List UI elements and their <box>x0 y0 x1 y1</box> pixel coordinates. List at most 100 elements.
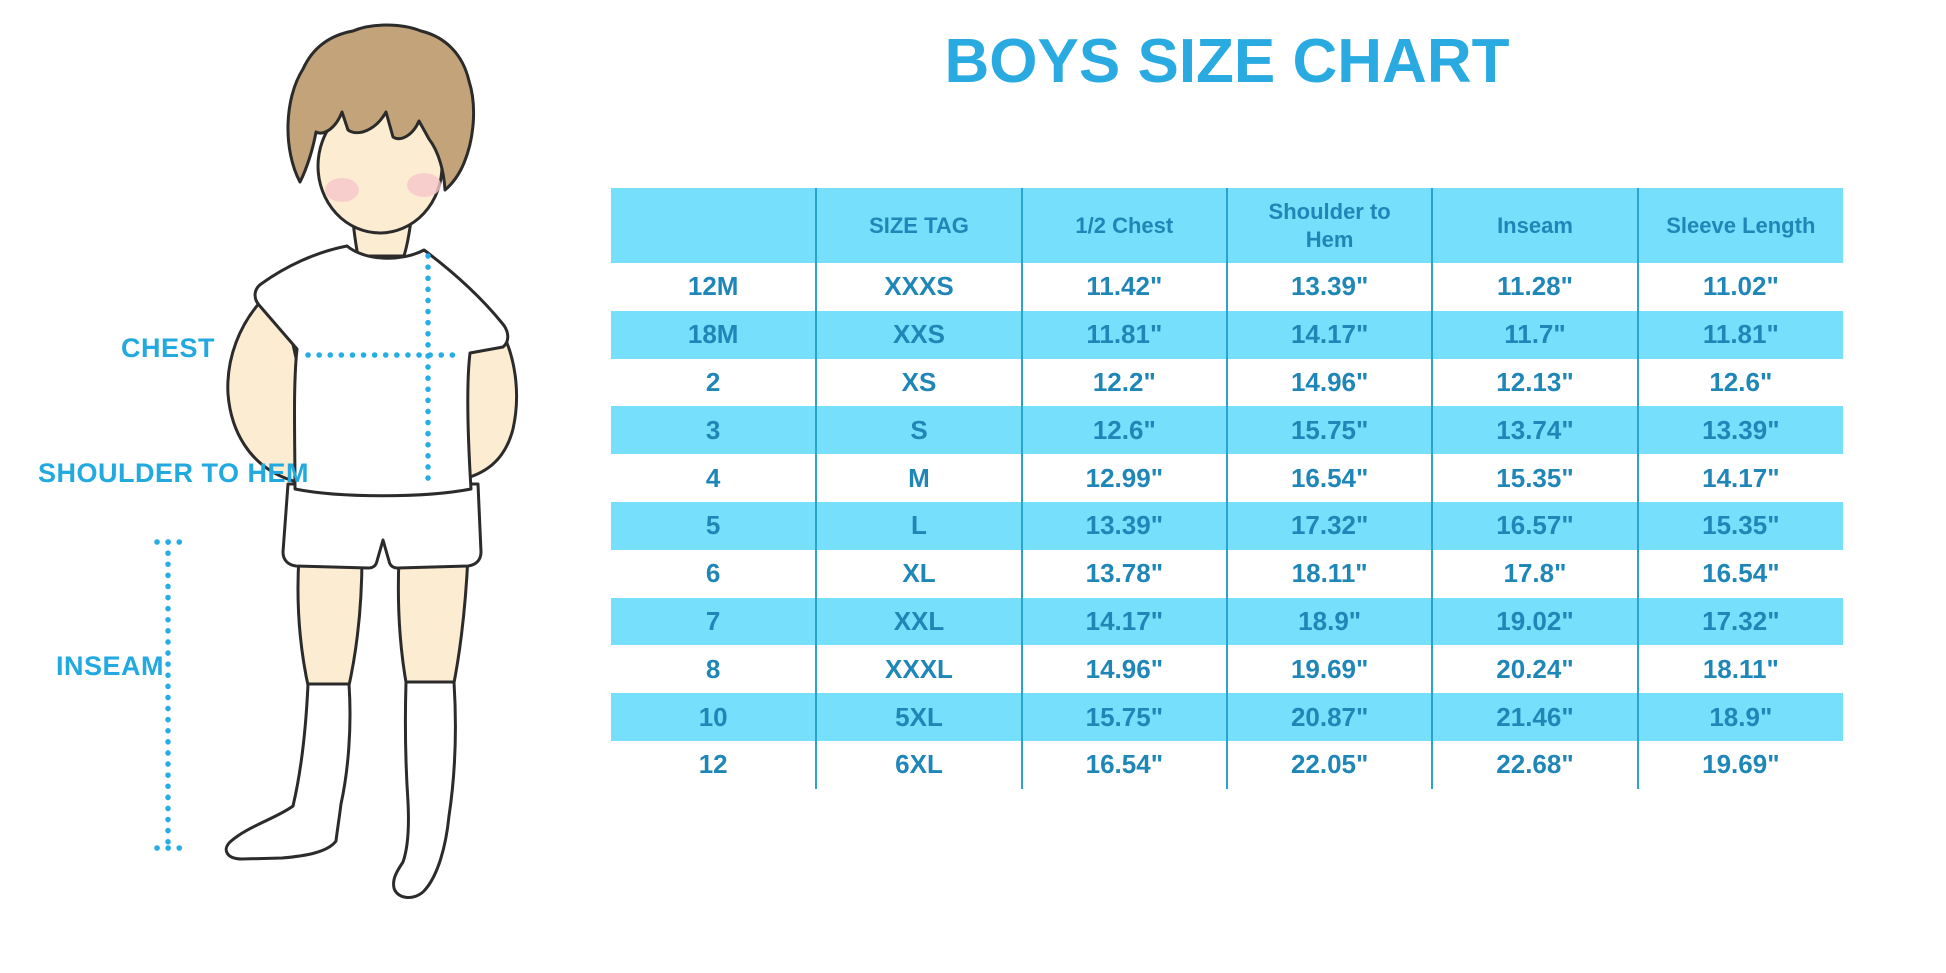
boy-illustration <box>224 23 519 899</box>
col-header-shoulder-to-hem: Shoulder to Hem <box>1225 188 1433 263</box>
size-table-body: 12M XXXS 11.42" 13.39" 11.28" 11.02" 18M XXS 11.… <box>611 263 1843 789</box>
measurement-cell: 17.8" <box>1431 549 1638 598</box>
size-row-12m: 12M XXXS 11.42" 13.39" 11.28" 11.02" <box>611 263 1843 311</box>
measurement-cell: 14.17" <box>1225 310 1433 359</box>
col-header-1-2-chest: 1/2 Chest <box>1020 188 1227 263</box>
measurement-cell: 12.6" <box>1020 406 1227 455</box>
measurement-cell: 20.87" <box>1225 693 1433 741</box>
boy-left-sock <box>224 682 352 861</box>
size-row-7: 7 XXL 14.17" 18.9" 19.02" 17.32" <box>611 597 1843 646</box>
size-row-8: 8 XXXL 14.96" 19.69" 20.24" 18.11" <box>611 645 1843 694</box>
size-label-cell: 6 <box>611 549 817 598</box>
measurement-cell: 15.75" <box>1225 406 1433 455</box>
measurement-cell: XL <box>815 549 1022 598</box>
size-label-cell: 12 <box>611 740 817 789</box>
measurement-cell: 12.6" <box>1636 358 1843 407</box>
measurement-cell: L <box>815 501 1022 550</box>
inseam-label: INSEAM <box>56 651 164 681</box>
size-label-cell: 12M <box>611 263 817 311</box>
boy-tshirt <box>253 244 510 498</box>
size-table-header-row: SIZE TAG 1/2 Chest Shoulder to Hem Inseam Sl… <box>611 188 1843 263</box>
boy-measurement-figure: CHEST SHOULDER TO HEM INSEAM <box>38 23 519 899</box>
size-label-cell: 7 <box>611 597 817 646</box>
size-row-5: 5 L 13.39" 17.32" 16.57" 15.35" <box>611 501 1843 550</box>
size-label-cell: 10 <box>611 693 817 741</box>
measurement-cell: 18.9" <box>1636 693 1843 741</box>
size-table-head: SIZE TAG 1/2 Chest Shoulder to Hem Inseam Sl… <box>611 188 1843 263</box>
measurement-cell: 15.75" <box>1020 693 1227 741</box>
size-row-10: 10 5XL 15.75" 20.87" 21.46" 18.9" <box>611 693 1843 741</box>
measurement-cell: 18.9" <box>1225 597 1433 646</box>
measurement-cell: 19.02" <box>1431 597 1638 646</box>
measurement-cell: XXS <box>815 310 1022 359</box>
chest-label: CHEST <box>121 333 215 363</box>
measurement-cell: 22.05" <box>1225 740 1433 789</box>
size-label-cell: 4 <box>611 454 817 502</box>
measurement-cell: 12.13" <box>1431 358 1638 407</box>
measurement-cell: 13.39" <box>1020 501 1227 550</box>
measurement-cell: 13.39" <box>1225 263 1433 311</box>
size-row-18m: 18M XXS 11.81" 14.17" 11.7" 11.81" <box>611 310 1843 359</box>
measurement-cell: 11.02" <box>1636 263 1843 311</box>
col-header-sleeve-length: Sleeve Length <box>1636 188 1843 263</box>
measurement-cell: 11.42" <box>1020 263 1227 311</box>
measurement-cell: 15.35" <box>1636 501 1843 550</box>
page-title: BOYS SIZE CHART <box>944 27 1510 96</box>
measurement-cell: 16.57" <box>1431 501 1638 550</box>
measurement-cell: 22.68" <box>1431 740 1638 789</box>
measurement-cell: 16.54" <box>1225 454 1433 502</box>
measurement-cell: 13.74" <box>1431 406 1638 455</box>
measurement-cell: 21.46" <box>1431 693 1638 741</box>
size-label-cell: 3 <box>611 406 817 455</box>
measurement-guides <box>154 253 465 851</box>
measurement-cell: 20.24" <box>1431 645 1638 694</box>
measurement-cell: 11.7" <box>1431 310 1638 359</box>
measurement-cell: 14.17" <box>1636 454 1843 502</box>
size-chart-table: SIZE TAG 1/2 Chest Shoulder to Hem Inseam Sl… <box>611 188 1843 789</box>
measurement-cell: 12.99" <box>1020 454 1227 502</box>
measurement-cell: XXL <box>815 597 1022 646</box>
size-label-cell: 8 <box>611 645 817 694</box>
size-row-2: 2 XS 12.2" 14.96" 12.13" 12.6" <box>611 358 1843 407</box>
measurement-cell: 18.11" <box>1636 645 1843 694</box>
size-row-3: 3 S 12.6" 15.75" 13.74" 13.39" <box>611 406 1843 455</box>
measurement-cell: 14.96" <box>1225 358 1433 407</box>
col-header-inseam: Inseam <box>1431 188 1638 263</box>
measurement-cell: M <box>815 454 1022 502</box>
measurement-cell: 5XL <box>815 693 1022 741</box>
measurement-cell: 11.28" <box>1431 263 1638 311</box>
boy-right-cheek <box>407 173 441 197</box>
measurement-cell: 11.81" <box>1020 310 1227 359</box>
measurement-cell: XXXS <box>815 263 1022 311</box>
boy-right-leg <box>396 554 470 690</box>
measurement-cell: 17.32" <box>1636 597 1843 646</box>
boy-left-cheek <box>325 178 359 202</box>
measurement-cell: 6XL <box>815 740 1022 789</box>
boy-left-leg <box>296 554 364 692</box>
boy-right-sock <box>392 680 457 899</box>
measurement-cell: 15.35" <box>1431 454 1638 502</box>
boy-hair <box>286 23 476 192</box>
size-label-cell: 2 <box>611 358 817 407</box>
measurement-cell: 16.54" <box>1020 740 1227 789</box>
size-row-12: 12 6XL 16.54" 22.05" 22.68" 19.69" <box>611 740 1843 789</box>
measurement-cell: 19.69" <box>1636 740 1843 789</box>
boy-shorts <box>281 482 483 570</box>
col-header-size <box>611 188 817 263</box>
measurement-cell: 13.78" <box>1020 549 1227 598</box>
size-label-cell: 5 <box>611 501 817 550</box>
size-row-6: 6 XL 13.78" 18.11" 17.8" 16.54" <box>611 549 1843 598</box>
col-header-size-tag: SIZE TAG <box>815 188 1022 263</box>
measurement-cell: 16.54" <box>1636 549 1843 598</box>
measurement-cell: S <box>815 406 1022 455</box>
measurement-cell: XS <box>815 358 1022 407</box>
measurement-cell: 19.69" <box>1225 645 1433 694</box>
shoulder-to-hem-label: SHOULDER TO HEM <box>38 458 309 488</box>
measurement-cell: 14.96" <box>1020 645 1227 694</box>
measurement-cell: XXXL <box>815 645 1022 694</box>
measurement-cell: 17.32" <box>1225 501 1433 550</box>
measurement-cell: 13.39" <box>1636 406 1843 455</box>
size-label-cell: 18M <box>611 310 817 359</box>
measurement-cell: 11.81" <box>1636 310 1843 359</box>
